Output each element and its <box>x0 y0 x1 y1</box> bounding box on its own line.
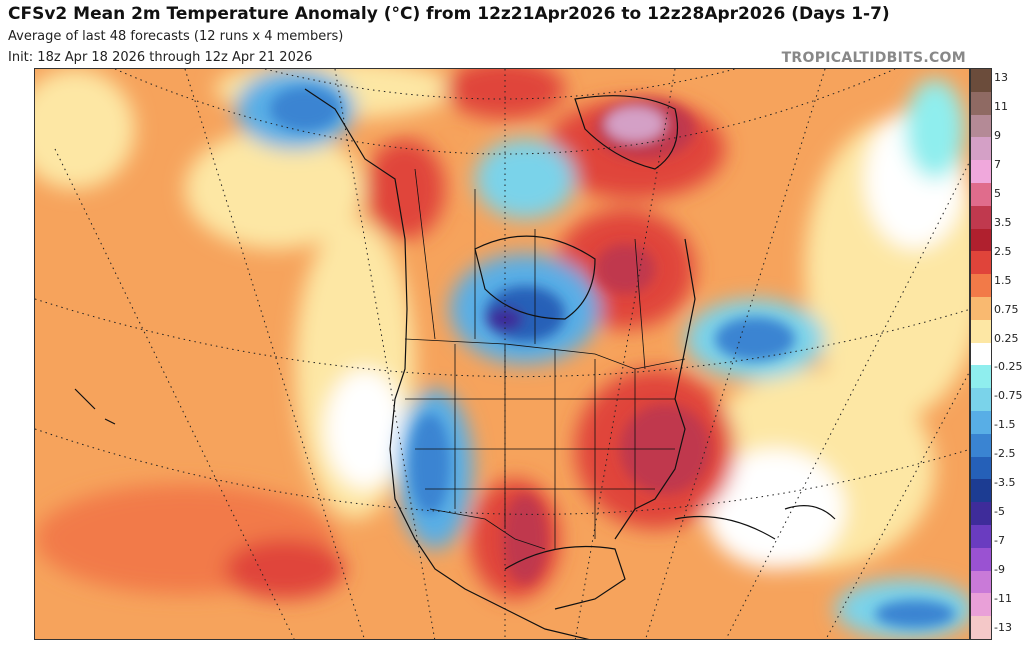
color-swatch <box>971 91 991 116</box>
color-scale-label: 1.5 <box>994 273 1012 287</box>
color-swatch <box>971 69 991 93</box>
color-scale-label: -13 <box>994 621 1012 634</box>
color-scale-label: -9 <box>994 563 1005 577</box>
map-subtitle: Average of last 48 forecasts (12 runs x … <box>8 29 344 44</box>
color-scale-label: 13 <box>994 71 1008 84</box>
color-scale-label: 5 <box>994 186 1001 200</box>
color-swatch <box>971 205 991 230</box>
brand-watermark: TROPICALTIDBITS.COM <box>781 50 966 66</box>
color-scale-label: 7 <box>994 157 1001 171</box>
anomaly-field <box>35 69 969 639</box>
coastlines <box>74 88 836 639</box>
color-swatch <box>971 183 991 207</box>
color-swatch <box>971 616 991 640</box>
color-scale-label: 0.25 <box>994 331 1019 345</box>
chart-header: CFSv2 Mean 2m Temperature Anomaly (°C) f… <box>6 2 1018 68</box>
color-scale-label: -7 <box>994 534 1005 548</box>
color-swatch <box>971 456 991 480</box>
color-swatch <box>971 388 991 412</box>
color-scale-label: -2.5 <box>994 447 1016 461</box>
color-scale-label: -5 <box>994 505 1005 519</box>
color-scale-label: -0.75 <box>994 389 1023 403</box>
political-borders <box>404 168 686 550</box>
init-time: Init: 18z Apr 18 2026 through 12z Apr 21… <box>8 50 313 65</box>
color-swatch <box>971 411 991 435</box>
color-swatch <box>971 479 991 503</box>
color-swatch <box>971 342 991 366</box>
color-swatch <box>971 114 991 138</box>
color-swatch <box>971 593 991 617</box>
color-swatch <box>971 137 991 161</box>
color-scale-label: -3.5 <box>994 476 1016 490</box>
color-scale-label: 3.5 <box>994 215 1012 229</box>
map-title: CFSv2 Mean 2m Temperature Anomaly (°C) f… <box>8 4 890 24</box>
color-scale-bar <box>970 68 992 640</box>
color-scale-label: -1.5 <box>994 418 1016 432</box>
anomaly-blobs-core <box>270 87 955 628</box>
color-swatch <box>971 570 991 594</box>
color-swatch <box>971 502 991 526</box>
color-swatch <box>971 274 991 298</box>
temperature-anomaly-map <box>34 68 970 640</box>
color-swatch <box>971 525 991 549</box>
color-swatch <box>971 160 991 184</box>
color-swatch <box>971 433 991 458</box>
color-scale-labels: 13 11 9 7 5 3.5 2.5 1.5 0.75 0.25 -0.25 -0.75 -1.5 -2… <box>994 68 1024 640</box>
color-scale-label: 2.5 <box>994 244 1012 258</box>
color-scale-label: 0.75 <box>994 302 1019 316</box>
color-swatch <box>971 297 991 321</box>
color-swatch <box>971 228 991 252</box>
color-swatch <box>971 251 991 275</box>
color-swatch <box>971 319 991 344</box>
color-scale-label: 9 <box>994 128 1001 142</box>
color-scale-label: -11 <box>994 592 1012 606</box>
color-scale-label: 11 <box>994 99 1008 113</box>
color-swatch <box>971 547 991 572</box>
color-scale-label: -0.25 <box>994 360 1023 374</box>
color-swatch <box>971 365 991 389</box>
anomaly-blobs-broad <box>35 69 969 639</box>
